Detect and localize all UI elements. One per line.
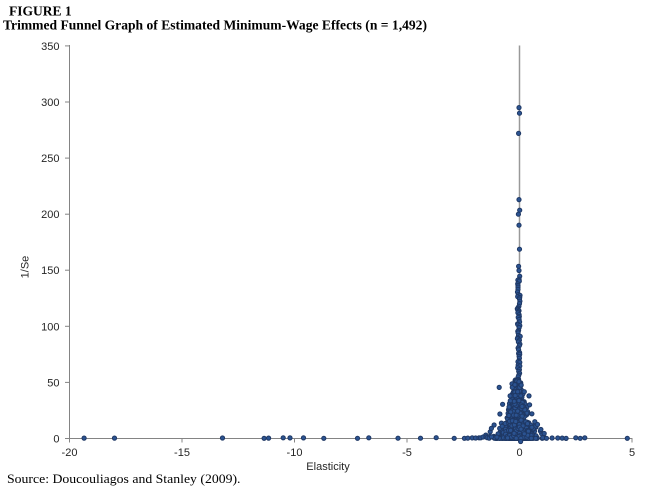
svg-text:Elasticity: Elasticity [306, 461, 350, 473]
svg-text:FIGURE 1: FIGURE 1 [9, 4, 72, 19]
svg-text:300: 300 [41, 97, 59, 109]
svg-text:-5: -5 [402, 447, 412, 459]
svg-text:250: 250 [41, 153, 59, 165]
svg-text:100: 100 [41, 321, 59, 333]
svg-text:-15: -15 [174, 447, 190, 459]
svg-text:Source: Doucouliagos and Stanl: Source: Doucouliagos and Stanley (2009). [7, 472, 241, 486]
svg-text:5: 5 [629, 447, 635, 459]
svg-text:-10: -10 [287, 447, 303, 459]
svg-text:1/Se: 1/Se [20, 256, 32, 279]
svg-text:350: 350 [41, 41, 59, 53]
svg-text:-20: -20 [62, 447, 78, 459]
svg-text:150: 150 [41, 265, 59, 277]
svg-text:0: 0 [53, 434, 59, 446]
svg-text:50: 50 [47, 377, 59, 389]
svg-text:Trimmed Funnel Graph of Estima: Trimmed Funnel Graph of Estimated Minimu… [3, 18, 427, 33]
svg-text:0: 0 [516, 447, 522, 459]
svg-text:200: 200 [41, 209, 59, 221]
